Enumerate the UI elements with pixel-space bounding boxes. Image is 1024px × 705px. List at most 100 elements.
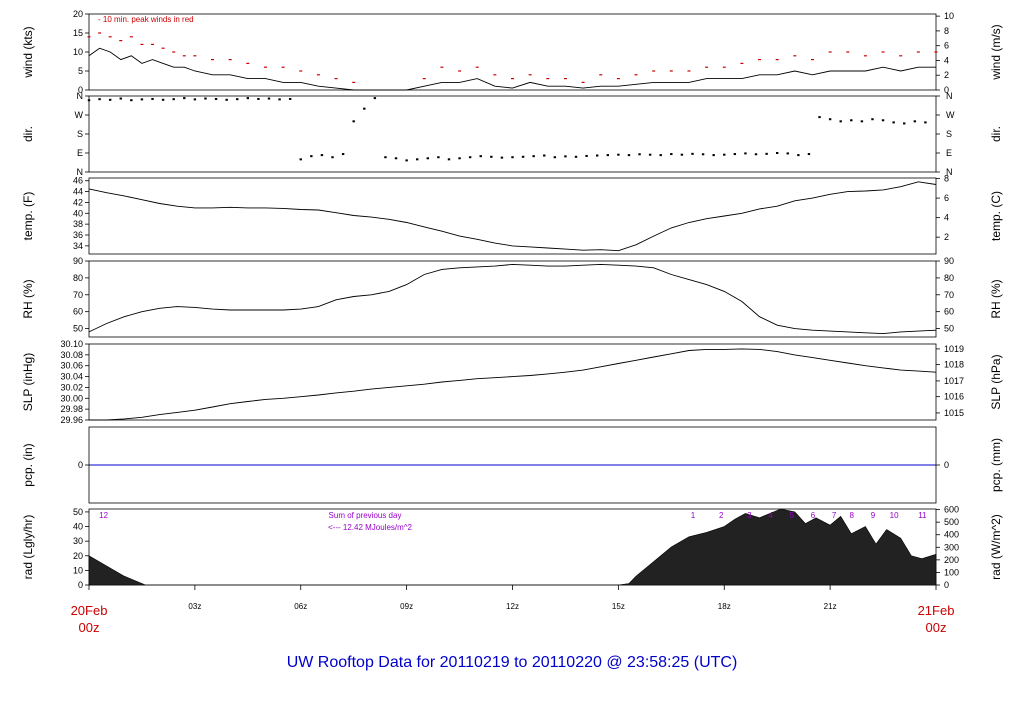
dir-ytick-label-left: W (75, 110, 84, 120)
dir-point (670, 153, 673, 156)
dir-point (701, 153, 705, 156)
dir-point (659, 154, 662, 157)
dir-point (193, 98, 197, 101)
pcp-ylabel-left: pcp. (in) (21, 443, 35, 486)
dir-ytick-label-left: E (77, 148, 83, 158)
rh-ytick-label-right: 80 (944, 273, 954, 283)
temp-ytick-label-right: 4 (944, 213, 949, 223)
slp-ytick-label-left: 30.04 (60, 372, 83, 382)
dir-point (511, 156, 514, 159)
temp-frame (88, 177, 937, 255)
dir-ytick-label-left: N (77, 167, 84, 177)
dir-ylabel-right: dir. (989, 126, 1003, 142)
dir-point (903, 122, 906, 125)
rad-hour-marker: 11 (918, 511, 927, 520)
dir-ytick-label-right: W (946, 110, 955, 120)
rad-ytick-label-right: 500 (944, 517, 959, 527)
dir-point (521, 155, 525, 158)
x-tick-label: 12z (506, 602, 519, 611)
rad-annotation: <--- 12.42 MJoules/m^2 (328, 523, 413, 532)
dir-point (924, 121, 927, 124)
x-tick-label: 15z (612, 602, 625, 611)
dir-point (839, 120, 842, 123)
dir-point (341, 153, 345, 156)
dir-point (585, 154, 588, 157)
dir-point (87, 99, 91, 102)
dir-point (765, 152, 768, 155)
wind-ytick-label-left: 0 (78, 85, 83, 95)
dir-point (468, 156, 472, 159)
rad-ytick-label-right: 100 (944, 567, 959, 577)
pcp-ytick-label-left: 0 (78, 460, 83, 470)
slp-ytick-label-left: 29.96 (60, 415, 83, 425)
dir-point (648, 153, 652, 156)
dir-point (384, 156, 387, 159)
rad-ylabel-right: rad (W/m^2) (989, 514, 1003, 580)
wind-ytick-label-right: 2 (944, 70, 949, 80)
dir-point (288, 97, 292, 100)
rad-ytick-label-left: 10 (73, 565, 83, 575)
temp-ytick-label-right: 8 (944, 174, 949, 184)
dir-point (225, 98, 228, 101)
pcp-ytick-label-right: 0 (944, 460, 949, 470)
dir-point (543, 154, 546, 157)
rh-ytick-label-right: 70 (944, 290, 954, 300)
rad-hour-marker: 12 (99, 511, 108, 520)
dir-point (913, 120, 917, 123)
dir-point (574, 155, 578, 158)
dir-point (754, 153, 758, 156)
rad-hour-marker: 8 (850, 511, 855, 520)
rad-ytick-label-right: 600 (944, 505, 959, 515)
dir-point (363, 107, 366, 110)
dir-point (691, 152, 694, 155)
temp-ylabel-left: temp. (F) (21, 192, 35, 241)
dir-point (416, 158, 419, 161)
wind-ytick-label-left: 20 (73, 9, 83, 19)
temp-series-line (88, 181, 937, 252)
rad-hour-marker: 4 (768, 511, 773, 520)
dir-point (871, 118, 874, 121)
dir-point (617, 153, 620, 156)
dir-point (204, 97, 207, 100)
dir-point (786, 152, 789, 155)
rh-ytick-label-right: 90 (944, 256, 954, 266)
dir-point (860, 120, 864, 123)
slp-ytick-label-right: 1017 (944, 376, 964, 386)
slp-frame (88, 343, 937, 421)
dir-point (373, 97, 377, 100)
dir-point (151, 97, 154, 100)
temp-ytick-label-left: 44 (73, 187, 83, 197)
temp-ytick-label-left: 40 (73, 208, 83, 218)
wind-ylabel-left: wind (kts) (21, 26, 35, 78)
dir-point (405, 159, 408, 162)
slp-ytick-label-right: 1019 (944, 344, 964, 354)
dir-point (447, 158, 451, 161)
dir-point (818, 116, 821, 119)
rh-ytick-label-left: 60 (73, 307, 83, 317)
dir-point (532, 155, 535, 158)
slp-ylabel-left: SLP (inHg) (21, 353, 35, 411)
dir-point (881, 119, 885, 122)
dir-point (331, 156, 334, 159)
dir-point (490, 155, 493, 158)
rad-ylabel-left: rad (Lgly/hr) (21, 515, 35, 580)
dir-point (267, 97, 271, 100)
rad-ytick-label-left: 0 (78, 580, 83, 590)
dir-point (596, 154, 599, 157)
x-tick-label: 21z (824, 602, 837, 611)
rh-frame (88, 260, 937, 338)
rad-hour-marker: 9 (871, 511, 876, 520)
temp-ylabel-right: temp. (C) (989, 191, 1003, 241)
dir-point (500, 156, 504, 159)
slp-series-line (89, 348, 937, 421)
slp-ytick-label-right: 1016 (944, 392, 964, 402)
rad-area (88, 508, 937, 586)
dir-point (236, 98, 239, 101)
dir-point (807, 153, 811, 156)
dir-frame (88, 95, 937, 173)
rh-ylabel-right: RH (%) (989, 279, 1003, 318)
slp-ytick-label-right: 1018 (944, 360, 964, 370)
dir-point (214, 97, 218, 100)
dir-ylabel-left: dir. (21, 126, 35, 142)
